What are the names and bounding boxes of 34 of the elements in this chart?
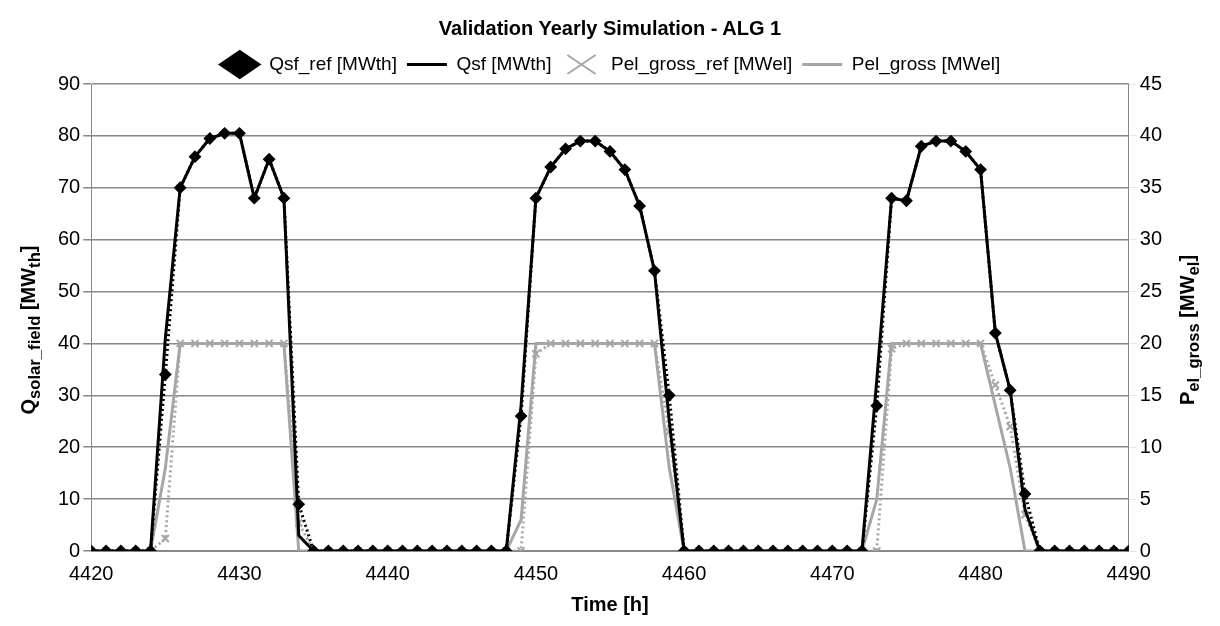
y-tick-label: 30 [58,382,81,405]
y-tick-label: 50 [58,279,81,302]
y2-tick-label: 20 [1139,330,1162,353]
y-tick-label: 10 [58,486,81,509]
y2-tick-label: 10 [1139,434,1162,457]
y-tick-label: 0 [69,538,81,561]
y-tick-label: 40 [58,330,81,353]
x-tick-label: 4440 [365,561,410,584]
x-tick-label: 4480 [958,561,1003,584]
y2-tick-label: 25 [1139,279,1162,302]
y2-tick-label: 45 [1139,71,1162,94]
legend-label: Qsf [MWth] [456,52,552,74]
y2-tick-label: 30 [1139,227,1162,250]
x-tick-label: 4470 [810,561,855,584]
y-tick-label: 20 [58,434,81,457]
y2-tick-label: 35 [1139,175,1162,198]
x-tick-label: 4460 [661,561,707,584]
y-tick-label: 90 [58,71,81,94]
x-tick-label: 4450 [513,561,559,584]
legend-label: Qsf_ref [MWth] [269,52,397,75]
y2-tick-label: 5 [1139,486,1151,509]
chart-title: Validation Yearly Simulation - ALG 1 [438,16,782,39]
x-tick-label: 4490 [1106,561,1151,584]
y-tick-label: 70 [58,175,81,198]
x-tick-label: 4430 [217,561,262,584]
y-tick-label: 80 [58,123,81,146]
y-tick-label: 60 [58,227,81,250]
x-tick-label: 4420 [69,561,114,584]
y2-tick-label: 0 [1139,538,1151,561]
y2-tick-label: 40 [1139,123,1162,146]
legend-label: Pel_gross [MWel] [851,52,1001,75]
x-axis-title: Time [h] [571,592,649,615]
legend-label: Pel_gross_ref [MWel] [610,52,793,75]
y2-tick-label: 15 [1139,382,1162,405]
